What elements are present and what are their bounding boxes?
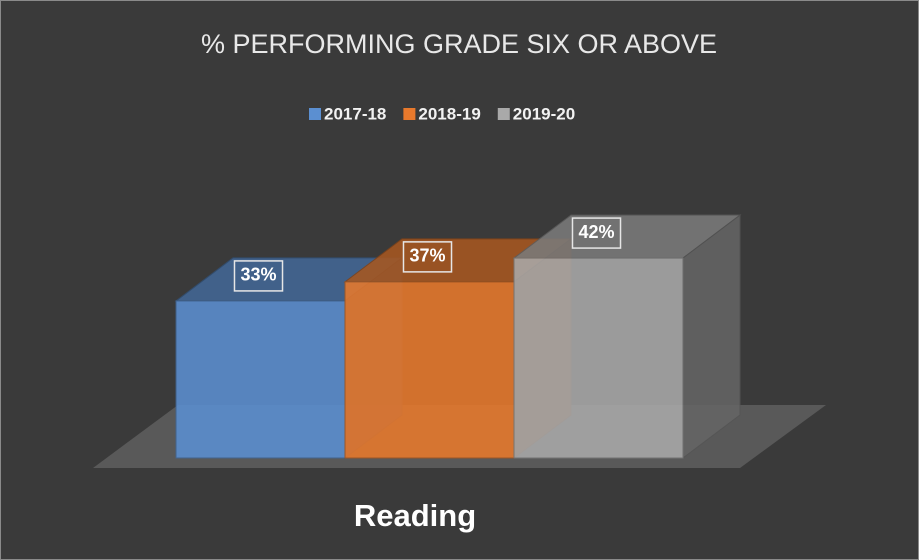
- category-label: Reading: [354, 498, 476, 533]
- legend-label: 2019-20: [513, 104, 575, 123]
- value-label-box: [233, 260, 284, 292]
- value-label: 33%: [240, 265, 276, 285]
- bar-front: [175, 300, 346, 459]
- bar-front: [344, 281, 515, 459]
- value-label-box: [402, 241, 453, 273]
- legend-label: 2017-18: [324, 104, 386, 123]
- bar: [512, 214, 742, 460]
- legend-label: 2018-19: [418, 104, 480, 123]
- bar-side: [682, 214, 741, 460]
- value-label: 42%: [578, 222, 614, 242]
- value-label: 37%: [409, 246, 445, 266]
- value-label-box: [571, 217, 622, 249]
- legend-swatch: [403, 108, 416, 120]
- chart-title: % PERFORMING GRADE SIX OR ABOVE: [201, 29, 717, 59]
- bar-front: [513, 257, 684, 459]
- legend-swatch: [309, 108, 321, 120]
- legend-swatch: [497, 108, 510, 120]
